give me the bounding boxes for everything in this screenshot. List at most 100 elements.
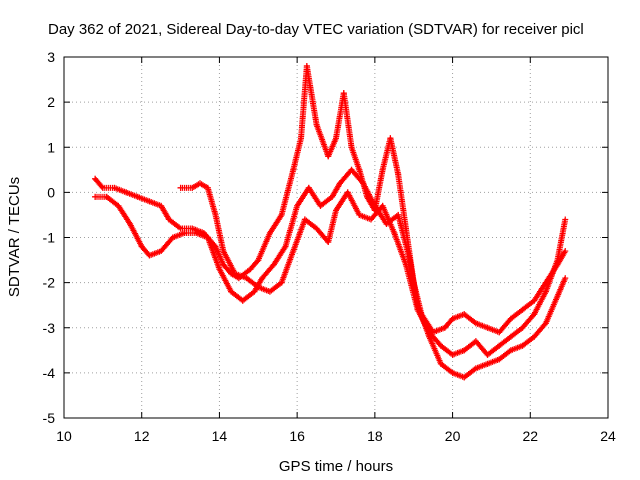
data-point: [317, 202, 324, 209]
data-point: [212, 243, 219, 250]
data-point: [554, 293, 561, 300]
data-point: [449, 369, 456, 376]
data-point: [406, 257, 413, 264]
data-point: [282, 243, 289, 250]
x-tick-label: 10: [56, 428, 72, 444]
x-axis-title: GPS time / hours: [279, 458, 393, 475]
data-point: [146, 198, 153, 205]
x-tick-label: 20: [445, 428, 461, 444]
data-point: [177, 184, 184, 191]
data-point: [329, 193, 336, 200]
data-point: [305, 184, 312, 191]
data-point: [395, 171, 402, 178]
data-point: [325, 239, 332, 246]
y-tick-label: -5: [43, 410, 56, 426]
data-point: [146, 252, 153, 259]
data-point: [165, 216, 172, 223]
data-point: [301, 216, 308, 223]
data-point: [189, 184, 196, 191]
x-tick-label: 18: [367, 428, 383, 444]
data-point: [336, 180, 343, 187]
data-point: [484, 324, 491, 331]
data-point: [197, 180, 203, 187]
data-point: [344, 189, 351, 196]
x-tick-label: 16: [289, 428, 305, 444]
data-point: [449, 315, 456, 322]
data-point: [204, 184, 211, 191]
data-point: [472, 365, 479, 372]
data-marks: [92, 63, 569, 381]
axis-ticks: [63, 56, 609, 419]
data-point: [507, 315, 514, 322]
data-point: [103, 193, 110, 200]
data-point: [371, 202, 378, 209]
data-point: [333, 135, 339, 142]
data-point: [426, 329, 433, 336]
data-point: [562, 248, 569, 255]
data-point: [519, 324, 526, 331]
series-trace-a: [92, 63, 569, 336]
data-point: [138, 243, 145, 250]
data-point: [177, 225, 184, 232]
data-point: [212, 211, 219, 218]
y-tick-label: -4: [43, 365, 56, 381]
data-point: [158, 202, 165, 209]
data-point: [278, 211, 285, 218]
data-point: [461, 311, 468, 318]
grid-lines: [64, 57, 608, 418]
data-point: [542, 288, 549, 295]
y-axis-title: SDTVAR / TECUs: [6, 177, 23, 297]
data-point: [496, 329, 503, 336]
data-point: [387, 135, 394, 142]
y-tick-label: -2: [43, 275, 56, 291]
data-point: [111, 184, 118, 191]
data-point: [290, 248, 297, 255]
data-point: [472, 338, 479, 345]
x-tick-label: 22: [522, 428, 538, 444]
x-tick-labels: 10 12 14 16 18 20 22 24: [56, 428, 616, 444]
data-point: [313, 225, 320, 232]
data-point: [169, 234, 176, 241]
data-point: [531, 333, 538, 340]
data-point: [395, 211, 402, 218]
data-point: [531, 297, 538, 304]
data-point: [92, 193, 99, 200]
data-point: [298, 135, 305, 142]
data-point: [402, 261, 409, 268]
data-point: [220, 261, 227, 268]
data-point: [484, 351, 491, 358]
data-point: [255, 284, 262, 291]
data-point: [461, 347, 468, 354]
data-point: [356, 166, 363, 173]
data-point: [278, 279, 285, 286]
data-point: [414, 306, 421, 313]
data-point: [313, 121, 320, 128]
data-point: [127, 220, 134, 227]
y-tick-label: 1: [47, 139, 55, 155]
data-point: [243, 275, 250, 282]
data-point: [348, 166, 355, 173]
data-point: [255, 257, 262, 264]
data-point: [99, 184, 106, 191]
data-point: [333, 207, 339, 214]
data-point: [391, 229, 398, 236]
y-tick-label: -3: [43, 320, 56, 336]
data-point: [340, 90, 347, 97]
data-point: [367, 216, 374, 223]
data-point: [461, 374, 468, 381]
y-tick-label: 2: [47, 94, 55, 110]
data-point: [115, 202, 122, 209]
x-tick-label: 12: [134, 428, 150, 444]
data-point: [441, 324, 448, 331]
data-point: [325, 153, 332, 160]
data-point: [519, 306, 526, 313]
data-point: [228, 288, 235, 295]
data-point: [360, 180, 367, 187]
data-point: [449, 351, 456, 358]
data-point: [290, 166, 297, 173]
data-point: [123, 189, 130, 196]
data-point: [247, 266, 254, 273]
data-point: [496, 356, 503, 363]
data-point: [542, 320, 549, 327]
data-point: [204, 234, 211, 241]
